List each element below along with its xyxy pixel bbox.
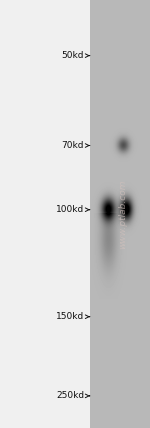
Text: 250kd: 250kd	[56, 391, 90, 401]
Text: 50kd: 50kd	[61, 51, 90, 60]
Text: 70kd: 70kd	[61, 141, 90, 150]
Text: 100kd: 100kd	[56, 205, 90, 214]
Text: www.ptlab.com: www.ptlab.com	[118, 179, 127, 249]
Text: 150kd: 150kd	[56, 312, 90, 321]
